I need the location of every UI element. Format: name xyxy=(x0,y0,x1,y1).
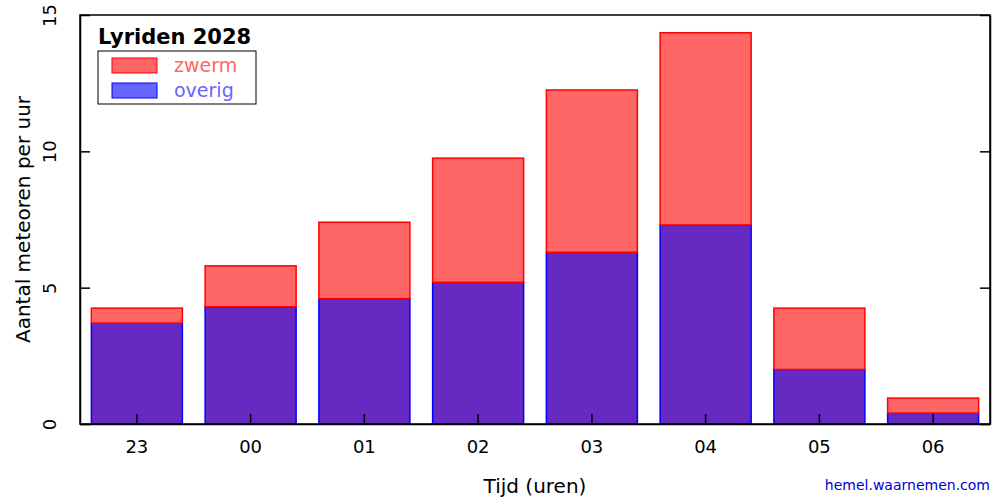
credit: hemel.waarnemen.com xyxy=(825,477,990,493)
legend-label: zwerm xyxy=(174,54,237,76)
y-tick: 10 xyxy=(39,140,90,163)
x-tick: 03 xyxy=(580,414,603,457)
x-tick-mark xyxy=(364,414,366,424)
x-tick: 06 xyxy=(922,414,945,457)
chart: 0510152300010203040506Tijd (uren)Aantal … xyxy=(0,0,1000,500)
legend-swatch xyxy=(112,83,157,98)
y-tick-label: 5 xyxy=(39,282,60,293)
x-tick-mark xyxy=(136,414,138,424)
y-tick-right xyxy=(980,15,990,16)
x-tick-label: 02 xyxy=(467,436,490,457)
bar-overig xyxy=(888,413,979,424)
bar-zwerm xyxy=(91,308,182,323)
x-tick-label: 00 xyxy=(239,436,262,457)
x-tick: 01 xyxy=(353,414,376,457)
x-tick-mark xyxy=(250,414,252,424)
bar-zwerm xyxy=(774,308,865,369)
x-tick-mark xyxy=(819,414,821,424)
x-tick-label: 01 xyxy=(353,436,376,457)
legend-label: overig xyxy=(174,79,234,101)
bar-overig xyxy=(774,369,865,424)
bar-overig xyxy=(91,323,182,424)
y-tick-label: 10 xyxy=(39,140,60,163)
y-tick-mark xyxy=(80,15,90,17)
x-axis-title: Tijd (uren) xyxy=(483,474,587,498)
y-tick-right xyxy=(980,288,990,289)
x-axis: 23 00 01 02 03 04 05 06 xyxy=(81,414,991,457)
x-tick-mark xyxy=(932,414,934,424)
x-axis-line xyxy=(81,424,991,426)
x-tick-label: 05 xyxy=(808,436,831,457)
bar-zwerm xyxy=(205,266,296,307)
plot-frame xyxy=(80,15,990,424)
y-tick-mark xyxy=(80,287,90,289)
y-tick-mark xyxy=(980,151,990,153)
legend-frame xyxy=(98,51,256,104)
x-tick-mark xyxy=(591,414,593,424)
y-axis-line xyxy=(80,16,82,425)
y-tick-mark xyxy=(980,15,990,17)
y-tick-label: 0 xyxy=(39,419,60,430)
x-tick-label: 23 xyxy=(125,436,148,457)
bar-zwerm xyxy=(546,90,637,252)
y-axis-right xyxy=(980,16,991,425)
x-tick-mark xyxy=(705,414,707,424)
title: Lyriden 2028 xyxy=(98,25,251,49)
legend: zwerm overig xyxy=(98,51,256,104)
y-tick-mark xyxy=(980,287,990,289)
bar-zwerm xyxy=(433,158,524,282)
x-tick: 02 xyxy=(467,414,490,457)
bar-zwerm xyxy=(660,33,751,225)
y-axis-right-line xyxy=(990,16,992,425)
x-tick-label: 06 xyxy=(922,436,945,457)
y-axis: 0 5 10 15 xyxy=(39,4,90,430)
x-tick: 23 xyxy=(125,414,148,457)
bar-zwerm xyxy=(319,222,410,298)
legend-swatch xyxy=(112,58,157,73)
bar-overig xyxy=(205,307,296,424)
bar-overig xyxy=(660,225,751,424)
y-tick-label: 15 xyxy=(39,4,60,27)
x-tick: 05 xyxy=(808,414,831,457)
bar-overig xyxy=(546,252,637,424)
y-axis-title: Aantal meteoren per uur xyxy=(11,95,35,343)
bar-overig xyxy=(319,299,410,424)
x-tick-label: 03 xyxy=(580,436,603,457)
x-tick: 00 xyxy=(239,414,262,457)
x-tick-mark xyxy=(477,414,479,424)
bars xyxy=(91,33,978,424)
y-tick: 15 xyxy=(39,4,90,27)
bar-zwerm xyxy=(888,398,979,413)
y-tick: 5 xyxy=(39,282,90,293)
bar-overig xyxy=(433,282,524,424)
y-tick-mark xyxy=(80,151,90,153)
y-tick-right xyxy=(980,151,990,152)
x-tick-label: 04 xyxy=(694,436,717,457)
x-tick: 04 xyxy=(694,414,717,457)
